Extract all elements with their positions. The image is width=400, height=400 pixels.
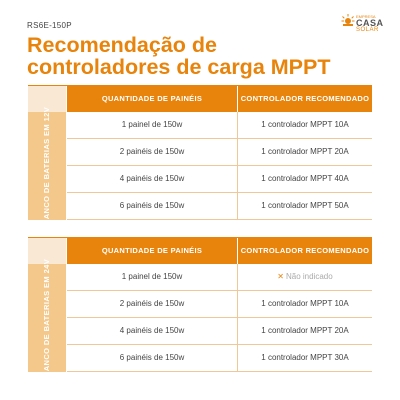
cell-controller: 1 controlador MPPT 30A bbox=[238, 345, 372, 372]
logo-mini-text: EMPRESA bbox=[356, 14, 376, 19]
cell-panels: 2 painéis de 150w bbox=[67, 139, 238, 166]
table-row: 1 painel de 150w 1 controlador MPPT 10A bbox=[67, 112, 372, 139]
cell-controller: 1 controlador MPPT 50A bbox=[238, 193, 372, 220]
cell-controller: 1 controlador MPPT 10A bbox=[238, 291, 372, 318]
cell-controller: 1 controlador MPPT 20A bbox=[238, 318, 372, 345]
x-mark-icon: ✕ bbox=[277, 272, 284, 281]
header-panels: QUANTIDADE DE PAINÉIS bbox=[67, 238, 238, 264]
cell-panels: 4 painéis de 150w bbox=[67, 318, 238, 345]
table-row: 1 painel de 150w ✕ Não indicado bbox=[67, 264, 372, 291]
cell-panels: 6 painéis de 150w bbox=[67, 193, 238, 220]
sun-icon bbox=[341, 14, 355, 26]
header-corner bbox=[28, 238, 67, 264]
side-label-24v: BANCO DE BATERIAS EM 24V bbox=[28, 259, 67, 377]
cell-panels: 1 painel de 150w bbox=[67, 264, 238, 291]
header-panels: QUANTIDADE DE PAINÉIS bbox=[67, 86, 238, 112]
cell-panels: 6 painéis de 150w bbox=[67, 345, 238, 372]
table-header: QUANTIDADE DE PAINÉIS CONTROLADOR RECOME… bbox=[28, 86, 372, 112]
side-label-12v: BANCO DE BATERIAS EM 12V bbox=[28, 107, 67, 225]
side-label-text: BANCO DE BATERIAS EM 12V bbox=[42, 106, 52, 226]
table-row: 4 painéis de 150w 1 controlador MPPT 40A bbox=[67, 166, 372, 193]
not-indicated-text: Não indicado bbox=[286, 272, 333, 281]
table-row: 6 painéis de 150w 1 controlador MPPT 30A bbox=[67, 345, 372, 372]
logo-solar-text: SOLAR bbox=[356, 27, 379, 33]
header-corner bbox=[28, 86, 67, 112]
table-24v: QUANTIDADE DE PAINÉIS CONTROLADOR RECOME… bbox=[28, 237, 372, 377]
product-code: RS6E-150P bbox=[27, 21, 72, 30]
cell-controller: 1 controlador MPPT 20A bbox=[238, 139, 372, 166]
cell-controller: ✕ Não indicado bbox=[238, 264, 372, 291]
table-row: 2 painéis de 150w 1 controlador MPPT 10A bbox=[67, 291, 372, 318]
brand-logo: EMPRESA CASA SOLAR bbox=[341, 11, 385, 37]
logo-casa-text: CASA bbox=[356, 18, 384, 28]
table-row: 2 painéis de 150w 1 controlador MPPT 20A bbox=[67, 139, 372, 166]
cell-controller: 1 controlador MPPT 40A bbox=[238, 166, 372, 193]
table-header: QUANTIDADE DE PAINÉIS CONTROLADOR RECOME… bbox=[28, 238, 372, 264]
table-row: 4 painéis de 150w 1 controlador MPPT 20A bbox=[67, 318, 372, 345]
page-title: Recomendação de controladores de carga M… bbox=[27, 33, 331, 79]
cell-controller: 1 controlador MPPT 10A bbox=[238, 112, 372, 139]
table-12v: QUANTIDADE DE PAINÉIS CONTROLADOR RECOME… bbox=[28, 85, 372, 225]
side-label-text: BANCO DE BATERIAS EM 24V bbox=[42, 258, 52, 378]
cell-panels: 4 painéis de 150w bbox=[67, 166, 238, 193]
cell-panels: 1 painel de 150w bbox=[67, 112, 238, 139]
header-controller: CONTROLADOR RECOMENDADO bbox=[238, 86, 372, 112]
header-controller: CONTROLADOR RECOMENDADO bbox=[238, 238, 372, 264]
table-row: 6 painéis de 150w 1 controlador MPPT 50A bbox=[67, 193, 372, 220]
cell-panels: 2 painéis de 150w bbox=[67, 291, 238, 318]
